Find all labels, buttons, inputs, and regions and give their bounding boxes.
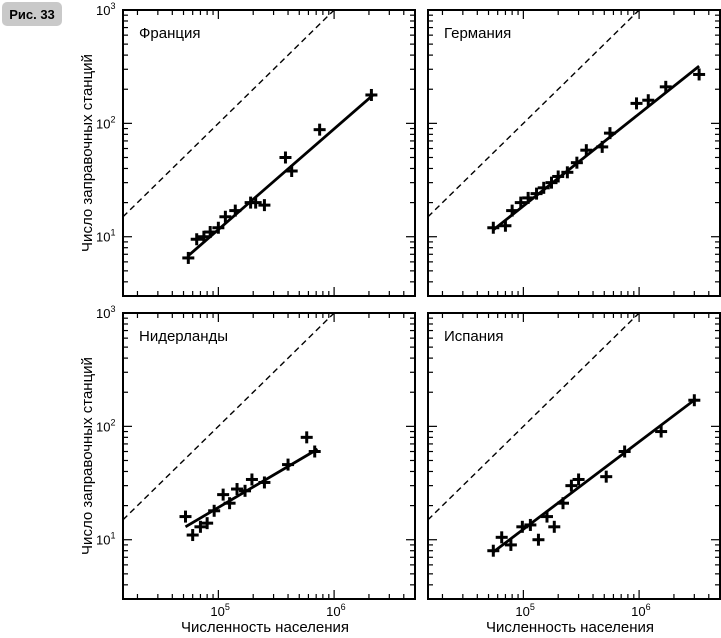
data-point <box>487 544 500 557</box>
data-point <box>514 196 527 209</box>
data-point <box>540 510 553 523</box>
y-tick-label: 102 <box>96 114 115 131</box>
data-point <box>548 520 561 533</box>
y-tick-label: 103 <box>96 304 115 321</box>
y-tick-label: 101 <box>96 531 115 548</box>
data-point <box>545 176 558 189</box>
data-point <box>182 251 195 264</box>
plot-frame <box>427 312 721 600</box>
data-point <box>499 219 512 232</box>
data-point <box>365 88 378 101</box>
y-tick-label: 101 <box>96 228 115 245</box>
plot-frame <box>427 9 721 297</box>
data-point <box>572 473 585 486</box>
data-point <box>186 529 199 542</box>
reference-line <box>123 10 336 218</box>
panel-title: Германия <box>444 25 511 42</box>
panel-title: Испания <box>444 328 504 345</box>
data-point <box>570 156 583 169</box>
data-point <box>688 394 701 407</box>
panel-title: Нидерланды <box>139 328 228 345</box>
data-point <box>516 520 529 533</box>
plot-frame <box>122 9 416 297</box>
data-point <box>561 166 574 179</box>
data-point <box>258 476 271 489</box>
data-point <box>308 445 321 458</box>
data-point <box>552 170 565 183</box>
data-point <box>642 94 655 107</box>
data-point <box>208 504 221 517</box>
x-tick-label: 106 <box>326 602 345 619</box>
data-point <box>530 187 543 200</box>
data-point <box>217 488 230 501</box>
data-point <box>487 221 500 234</box>
data-point <box>204 226 217 239</box>
data-point <box>231 483 244 496</box>
data-point <box>249 196 262 209</box>
data-point <box>565 479 578 492</box>
panel-title: Франция <box>139 25 200 42</box>
y-tick-label: 103 <box>96 1 115 18</box>
data-point <box>194 520 207 533</box>
data-point <box>693 68 706 81</box>
data-point <box>285 164 298 177</box>
data-point <box>596 140 609 153</box>
x-tick-label: 105 <box>210 602 229 619</box>
data-point <box>190 233 203 246</box>
y-tick-label: 102 <box>96 417 115 434</box>
data-point <box>300 431 313 444</box>
data-point <box>603 127 616 140</box>
data-point <box>212 221 225 234</box>
data-point <box>282 458 295 471</box>
reference-line <box>428 313 641 521</box>
panel-2: Германия <box>427 9 721 297</box>
data-point <box>630 97 643 110</box>
x-axis-label: Численность населения <box>181 619 349 636</box>
reference-line <box>123 313 336 521</box>
data-point <box>219 210 232 223</box>
x-tick-label: 106 <box>631 602 650 619</box>
data-point <box>537 181 550 194</box>
data-point <box>504 538 517 551</box>
y-axis-label: Число заправочных станций <box>79 54 96 252</box>
data-point <box>556 497 569 510</box>
x-tick-label: 105 <box>515 602 534 619</box>
data-point <box>655 425 668 438</box>
data-point <box>239 484 252 497</box>
data-point <box>522 191 535 204</box>
data-point <box>313 123 326 136</box>
data-point <box>659 80 672 93</box>
data-point <box>580 144 593 157</box>
data-point <box>229 204 242 217</box>
fit-line <box>184 447 319 529</box>
data-point <box>258 199 271 212</box>
reference-line <box>428 10 641 218</box>
data-point <box>223 497 236 510</box>
data-point <box>524 518 537 531</box>
y-axis-label: Число заправочных станций <box>79 357 96 555</box>
data-point <box>201 517 214 530</box>
figure-label: Рис. 33 <box>2 2 62 26</box>
data-point <box>618 445 631 458</box>
data-point <box>245 473 258 486</box>
data-point <box>600 470 613 483</box>
data-point <box>197 230 210 243</box>
data-point <box>495 531 508 544</box>
panel-4: 105 106 Испания <box>427 312 721 619</box>
panel-1: 101 102 103 Франция <box>96 1 416 297</box>
x-axis-label: Численность населения <box>486 619 654 636</box>
data-point <box>532 533 545 546</box>
data-point <box>279 151 292 164</box>
plot-frame <box>122 312 416 600</box>
data-point <box>506 204 519 217</box>
data-point <box>179 510 192 523</box>
panel-3: 105 106 101 102 103 Нидерланды <box>96 304 416 619</box>
